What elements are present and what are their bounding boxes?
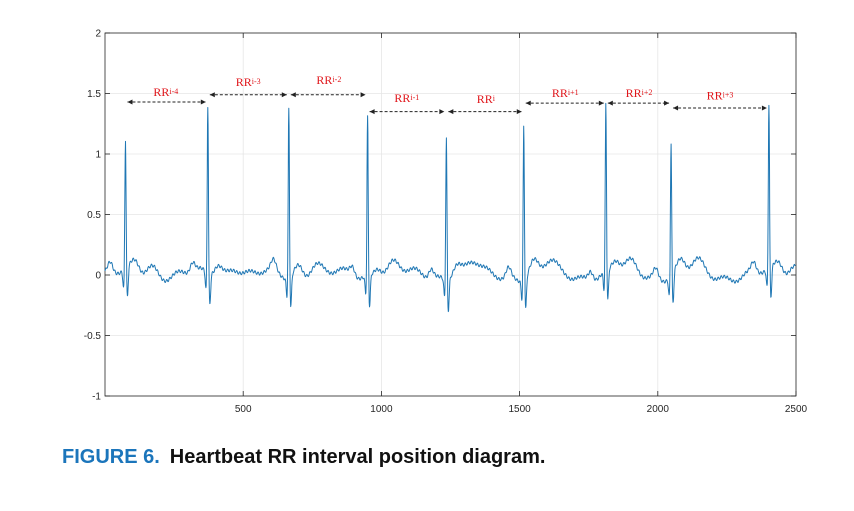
- figure-label: FIGURE 6.: [62, 446, 160, 468]
- y-tick-label: 2: [95, 29, 101, 40]
- rr-arrowhead: [516, 109, 522, 115]
- rr-label-base: RR: [552, 86, 568, 100]
- rr-label-base: RR: [153, 85, 169, 99]
- rr-label-base: RR: [626, 86, 642, 100]
- rr-arrowhead: [598, 100, 604, 106]
- rr-label-subscript: i-2: [332, 75, 341, 84]
- rr-label-subscript: i+1: [568, 88, 579, 97]
- x-tick-label: 2000: [647, 404, 670, 415]
- rr-arrowhead: [281, 92, 287, 98]
- figure-caption-text: Heartbeat RR interval position diagram.: [169, 446, 546, 468]
- rr-label-base: RR: [477, 92, 493, 106]
- x-tick-label: 1500: [508, 404, 531, 415]
- rr-label-1: RRi-4: [153, 85, 178, 99]
- rr-arrowhead: [673, 105, 679, 111]
- rr-arrowhead: [290, 92, 296, 98]
- y-tick-label: -1: [92, 392, 101, 403]
- rr-arrowhead: [664, 100, 670, 106]
- rr-label-5: RRi: [477, 92, 496, 106]
- rr-label-8: RRi+3: [707, 89, 734, 103]
- rr-arrowhead: [369, 109, 375, 115]
- rr-arrowhead: [209, 92, 215, 98]
- rr-label-base: RR: [316, 73, 332, 87]
- x-tick-label: 1000: [370, 404, 393, 415]
- y-tick-label: 0.5: [87, 210, 101, 221]
- rr-arrowhead: [127, 99, 133, 105]
- rr-label-7: RRi+2: [626, 86, 653, 100]
- rr-label-subscript: i-4: [169, 87, 178, 96]
- rr-label-subscript: i+3: [723, 91, 734, 100]
- rr-label-subscript: i: [493, 94, 496, 103]
- y-tick-label: 0: [95, 271, 101, 282]
- rr-arrowhead: [360, 92, 366, 98]
- rr-label-base: RR: [236, 75, 252, 89]
- x-tick-label: 2500: [785, 404, 808, 415]
- rr-label-subscript: i+2: [642, 88, 653, 97]
- rr-label-base: RR: [707, 89, 723, 103]
- rr-arrowhead: [448, 109, 454, 115]
- rr-arrowhead: [439, 109, 445, 115]
- y-tick-label: 1.5: [87, 89, 101, 100]
- rr-label-subscript: i-3: [252, 77, 261, 86]
- rr-arrowhead: [200, 99, 206, 105]
- rr-arrowhead: [525, 100, 531, 106]
- x-tick-label: 500: [235, 404, 252, 415]
- rr-label-4: RRi-1: [394, 91, 419, 105]
- figure-caption: FIGURE 6. Heartbeat RR interval position …: [62, 446, 545, 469]
- rr-arrowhead: [761, 105, 767, 111]
- rr-arrowhead: [607, 100, 613, 106]
- ecg-series-line: [104, 102, 796, 313]
- rr-label-subscript: i-1: [410, 93, 419, 102]
- y-tick-label: -0.5: [84, 331, 102, 342]
- axis-ticks: 2 1.5 1 0.5 0 -0.5 -1 500 1000 1500 2000 2500: [84, 29, 808, 416]
- rr-label-2: RRi-3: [236, 75, 261, 89]
- y-tick-label: 1: [95, 150, 101, 161]
- rr-label-3: RRi-2: [316, 73, 341, 87]
- ecg-chart: 21.510.50-0.5-1500 1000 1500 2000 2500 RRi-4…: [84, 29, 808, 416]
- r-peak-markers: [125, 101, 769, 142]
- rr-label-6: RRi+1: [552, 86, 579, 100]
- rr-label-base: RR: [394, 91, 410, 105]
